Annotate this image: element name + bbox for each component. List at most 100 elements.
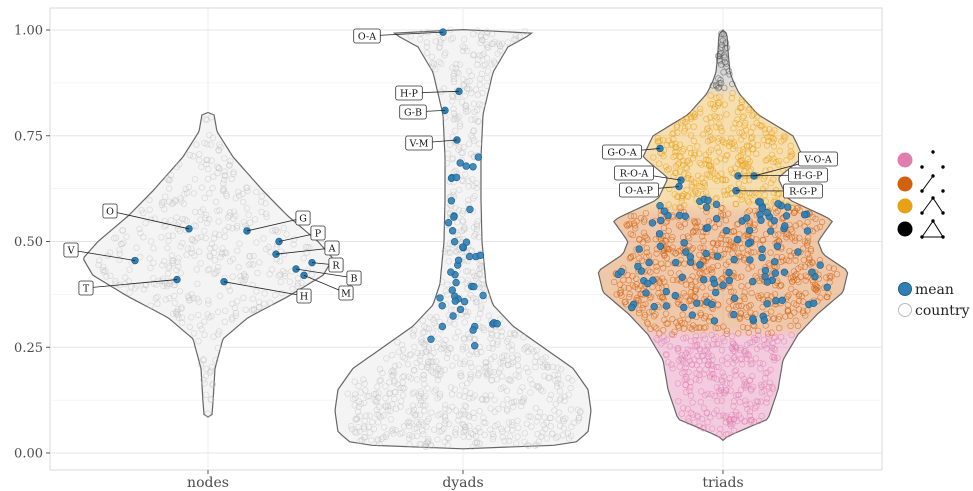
country-point [515, 367, 523, 374]
country-point [460, 76, 467, 83]
country-point [376, 377, 383, 385]
country-point [767, 390, 774, 397]
country-point [645, 267, 652, 274]
country-point [679, 147, 686, 155]
country-point [732, 343, 739, 351]
country-point [680, 404, 687, 412]
country-point [458, 276, 465, 283]
mean-point-dyads [447, 268, 455, 276]
country-point [826, 274, 834, 282]
country-point [453, 60, 460, 68]
country-point [442, 417, 449, 424]
country-point [365, 423, 372, 430]
country-point [524, 348, 532, 355]
country-point [230, 168, 237, 176]
country-point [473, 221, 480, 228]
country-point [700, 371, 707, 378]
country-point [95, 261, 102, 269]
country-point [460, 335, 468, 342]
country-point [249, 295, 257, 302]
country-point [738, 372, 745, 379]
country-point [482, 33, 489, 40]
country-point [682, 164, 689, 171]
annotation-box [395, 85, 423, 101]
country-point [737, 386, 745, 394]
country-point [455, 146, 462, 153]
country-point [549, 430, 556, 438]
country-point [508, 399, 515, 406]
country-point [407, 351, 415, 358]
country-point [714, 172, 721, 180]
country-point [641, 216, 648, 223]
annotation-label: H [300, 292, 308, 303]
country-point [207, 113, 215, 121]
country-point [497, 42, 504, 50]
country-point [473, 226, 480, 233]
country-point [447, 384, 455, 391]
country-point [281, 272, 289, 280]
country-point [404, 361, 412, 368]
country-point [231, 304, 239, 311]
country-point [439, 278, 446, 285]
country-point [430, 349, 437, 357]
country-point [197, 233, 205, 241]
country-point [458, 382, 466, 389]
mean-point-triads [725, 276, 733, 285]
country-point [374, 436, 381, 443]
country-point [365, 392, 373, 400]
country-point [440, 85, 447, 92]
country-point [214, 169, 221, 177]
country-point [423, 39, 430, 46]
country-point [100, 268, 108, 276]
country-point [759, 236, 766, 244]
mean-point-triads [748, 277, 757, 286]
country-point [228, 316, 236, 323]
country-point [483, 397, 490, 404]
country-point [146, 196, 153, 204]
country-point [477, 263, 485, 270]
country-point [716, 93, 723, 101]
country-point [743, 381, 750, 388]
country-point [738, 302, 745, 310]
country-point [561, 393, 568, 400]
country-point [442, 288, 449, 295]
country-point [429, 63, 436, 70]
country-point [689, 245, 696, 252]
country-point [672, 152, 679, 159]
country-point [485, 363, 492, 370]
violin-dyads [334, 28, 592, 450]
country-point [300, 255, 307, 262]
country-point [209, 184, 216, 192]
country-point [434, 365, 442, 373]
country-point [451, 321, 458, 328]
country-point [665, 227, 672, 235]
country-point [177, 270, 184, 277]
country-point [564, 430, 572, 437]
country-point [209, 380, 216, 388]
country-point [164, 244, 171, 252]
country-point [656, 330, 663, 337]
country-point [728, 169, 736, 176]
country-point [273, 226, 280, 233]
country-point [459, 421, 466, 428]
country-point [715, 148, 722, 155]
country-point [233, 222, 241, 229]
country-point [775, 231, 782, 238]
country-point [456, 120, 464, 127]
country-point [243, 184, 251, 191]
country-point [691, 227, 698, 234]
country-point [203, 140, 211, 148]
country-point [488, 355, 495, 363]
country-point [420, 372, 427, 379]
country-point [460, 343, 467, 350]
country-point [171, 299, 179, 307]
mean-point-triads [682, 248, 690, 256]
country-point [106, 249, 114, 256]
country-point [506, 376, 514, 383]
country-point [528, 423, 535, 430]
country-point [441, 414, 449, 421]
country-point [703, 347, 710, 354]
country-point [373, 406, 380, 414]
country-point [448, 155, 456, 163]
country-point [716, 80, 723, 87]
